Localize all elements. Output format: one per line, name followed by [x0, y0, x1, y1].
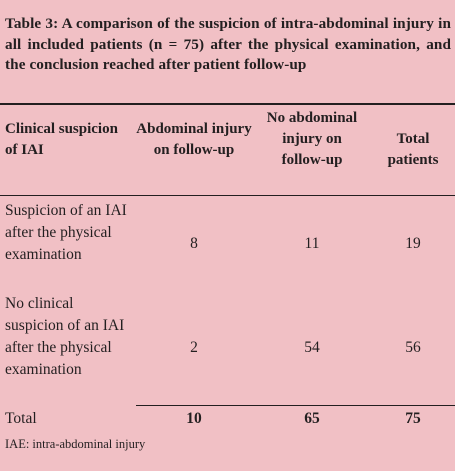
cell-suspicion-total: 19	[405, 235, 421, 252]
cell-no-suspicion-total: 56	[405, 339, 421, 356]
row-label-no-suspicion: No clinical suspicion of an IAI after th…	[5, 295, 125, 378]
cell-no-suspicion-abdominal: 2	[190, 339, 198, 356]
cell-no-suspicion-no-abdominal: 54	[304, 339, 320, 356]
top-rule	[0, 103, 455, 105]
cell-total-total: 75	[405, 410, 421, 427]
table-footnote: IAE: intra-abdominal injury	[5, 437, 146, 451]
row-label-suspicion: Suspicion of an IAI after the physical e…	[5, 202, 127, 263]
header-no-abdominal-injury: No abdominal injury on follow-up	[266, 110, 358, 168]
header-total-patients: Total patients	[387, 131, 439, 168]
table-caption: Table 3: A comparison of the suspicion o…	[5, 15, 451, 73]
header-abdominal-injury: Abdominal injury on follow-up	[136, 121, 252, 158]
header-clinical-suspicion: Clinical suspicion of IAI	[5, 121, 118, 158]
header-rule	[0, 195, 455, 196]
totals-rule	[136, 405, 455, 406]
row-label-total: Total	[5, 410, 37, 427]
cell-suspicion-no-abdominal: 11	[304, 235, 320, 252]
cell-total-abdominal: 10	[186, 410, 202, 427]
cell-total-no-abdominal: 65	[304, 410, 320, 427]
cell-suspicion-abdominal: 8	[190, 235, 198, 252]
